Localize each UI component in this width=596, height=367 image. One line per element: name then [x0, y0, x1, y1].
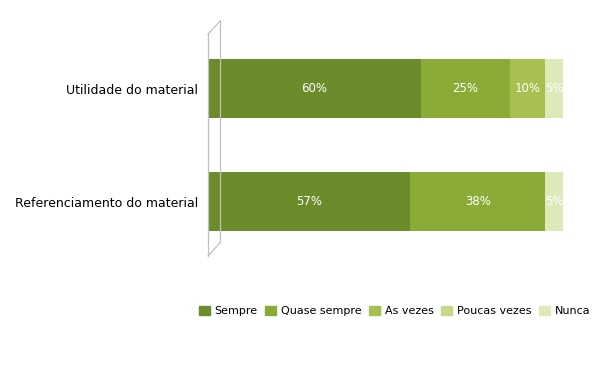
Text: 25%: 25%	[452, 82, 479, 95]
Text: 10%: 10%	[515, 82, 541, 95]
Text: 57%: 57%	[296, 195, 322, 208]
Text: 5%: 5%	[545, 82, 564, 95]
Bar	[208, 59, 421, 118]
Bar	[545, 172, 563, 231]
Bar	[545, 59, 563, 118]
Text: 60%: 60%	[302, 82, 328, 95]
Text: 38%: 38%	[465, 195, 491, 208]
Bar	[510, 59, 545, 118]
Legend: Sempre, Quase sempre, As vezes, Poucas vezes, Nunca: Sempre, Quase sempre, As vezes, Poucas v…	[194, 302, 595, 321]
Bar	[421, 59, 510, 118]
Bar	[411, 172, 545, 231]
Text: 5%: 5%	[545, 195, 564, 208]
Bar	[208, 172, 411, 231]
